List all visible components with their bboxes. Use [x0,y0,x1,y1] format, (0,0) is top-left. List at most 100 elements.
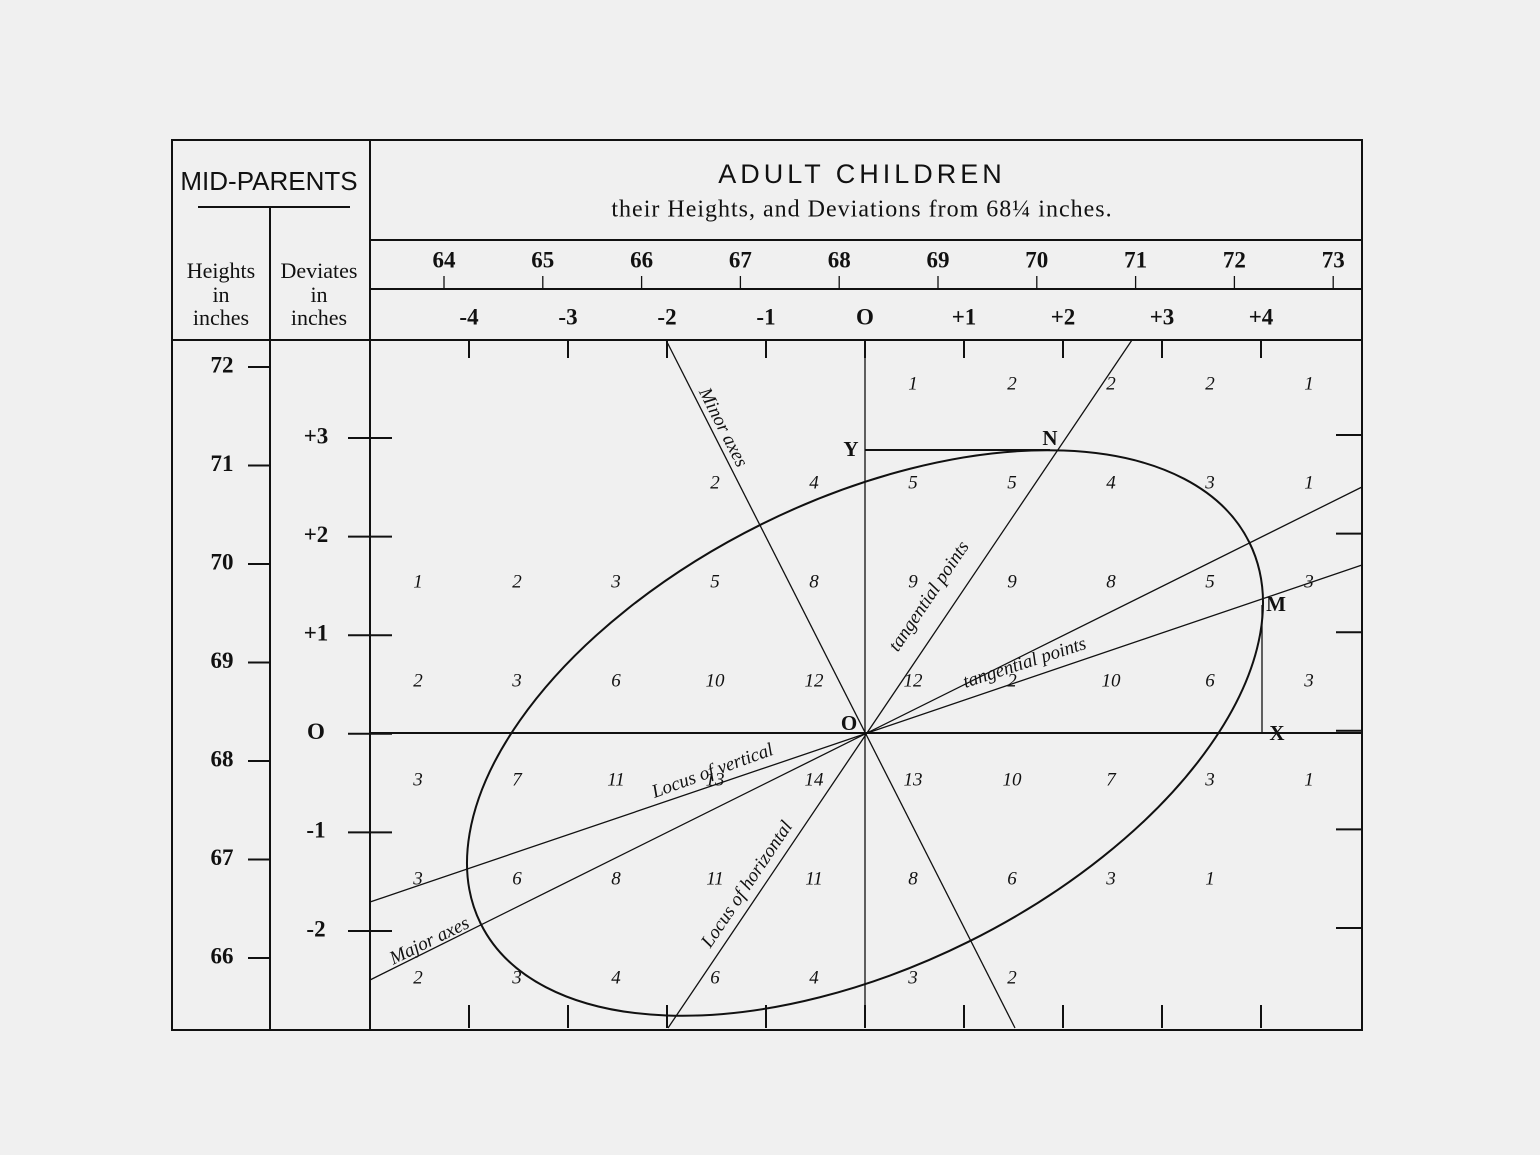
count: 6 [1007,868,1017,889]
col-label: inches [291,305,347,330]
count: 1 [908,373,918,394]
point-label: N [1042,426,1057,450]
count: 8 [611,868,621,889]
major-axis [369,486,1363,981]
count: 3 [1303,571,1314,592]
subtitle: their Heights, and Deviations from 68¼ i… [611,197,1112,223]
count: 8 [809,571,819,592]
count: 3 [1204,472,1215,493]
height-label: 71 [1124,247,1147,272]
deviation-label: +2 [304,522,329,547]
count: 3 [412,868,423,889]
count: 3 [412,769,423,790]
count: 11 [607,769,625,790]
deviation-label: -1 [756,304,775,329]
annotation: tangential points [960,633,1088,693]
col-label: Deviates [281,258,358,283]
height-label: 68 [211,746,234,771]
count: 14 [805,769,825,790]
deviation-label: -2 [657,304,676,329]
count: 6 [611,670,621,691]
deviation-label: +2 [1051,304,1076,329]
count: 8 [908,868,918,889]
deviation-label: +1 [952,304,977,329]
count: 2 [512,571,522,592]
count: 3 [1204,769,1215,790]
deviation-label: -2 [306,916,325,941]
count: 5 [908,472,918,493]
height-label: 67 [729,247,752,272]
deviation-label: +3 [304,423,329,448]
count: 4 [1106,472,1116,493]
count: 6 [1205,670,1215,691]
count: 3 [1105,868,1116,889]
height-label: 68 [828,247,851,272]
mid-parents: MID-PARENTS [180,166,357,196]
count: 3 [511,967,522,988]
count: 6 [710,967,720,988]
height-label: 70 [211,549,234,574]
count: 2 [1205,373,1215,394]
title: ADULT CHILDREN [718,159,1006,189]
count: 2 [1007,373,1017,394]
minor-axis [665,339,1016,1029]
count: 2 [413,670,423,691]
deviation-label: +4 [1249,304,1274,329]
deviation-label: +1 [304,620,329,645]
count: 2 [710,472,720,493]
count: 6 [512,868,522,889]
count: 10 [706,670,726,691]
height-label: 65 [531,247,554,272]
height-label: 64 [433,247,457,272]
count: 8 [1106,571,1116,592]
count: 10 [1102,670,1122,691]
count: 11 [706,868,724,889]
count: 4 [611,967,621,988]
annotation: tangential points [884,537,973,655]
count: 10 [1003,769,1023,790]
col-label: in [212,282,229,307]
point-label: X [1269,721,1284,745]
outer-frame [171,139,1363,1031]
count: 9 [1007,571,1017,592]
point-label: Y [843,437,858,461]
count: 1 [1304,769,1314,790]
height-label: 72 [211,352,234,377]
ellipse [466,449,1264,1017]
height-label: 69 [211,648,234,673]
count: 12 [904,670,924,691]
col-label: inches [193,305,249,330]
count: 3 [610,571,621,592]
locus-horizontal-line [667,339,1133,1029]
count: 7 [1106,769,1117,790]
col-label: Heights [187,258,255,283]
deviation-label: -4 [459,304,479,329]
deviation-label: O [856,304,874,329]
count: 3 [907,967,918,988]
height-label: 73 [1322,247,1345,272]
height-label: 66 [630,247,653,272]
count: 9 [908,571,918,592]
height-label: 72 [1223,247,1246,272]
height-label: 67 [211,845,234,870]
annotation: Major axes [385,913,472,970]
height-label: 71 [211,451,234,476]
height-label: 69 [927,247,950,272]
count: 11 [805,868,823,889]
count: 4 [809,472,819,493]
count: 5 [1205,571,1215,592]
count: 3 [511,670,522,691]
point-label: O [841,711,857,735]
count: 13 [706,769,725,790]
annotation: Minor axes [694,384,752,471]
count: 5 [710,571,720,592]
count: 1 [1304,373,1314,394]
count: 13 [904,769,923,790]
count: 1 [1304,472,1314,493]
col-label: in [310,282,327,307]
count: 7 [512,769,523,790]
count: 12 [805,670,825,691]
count: 5 [1007,472,1017,493]
